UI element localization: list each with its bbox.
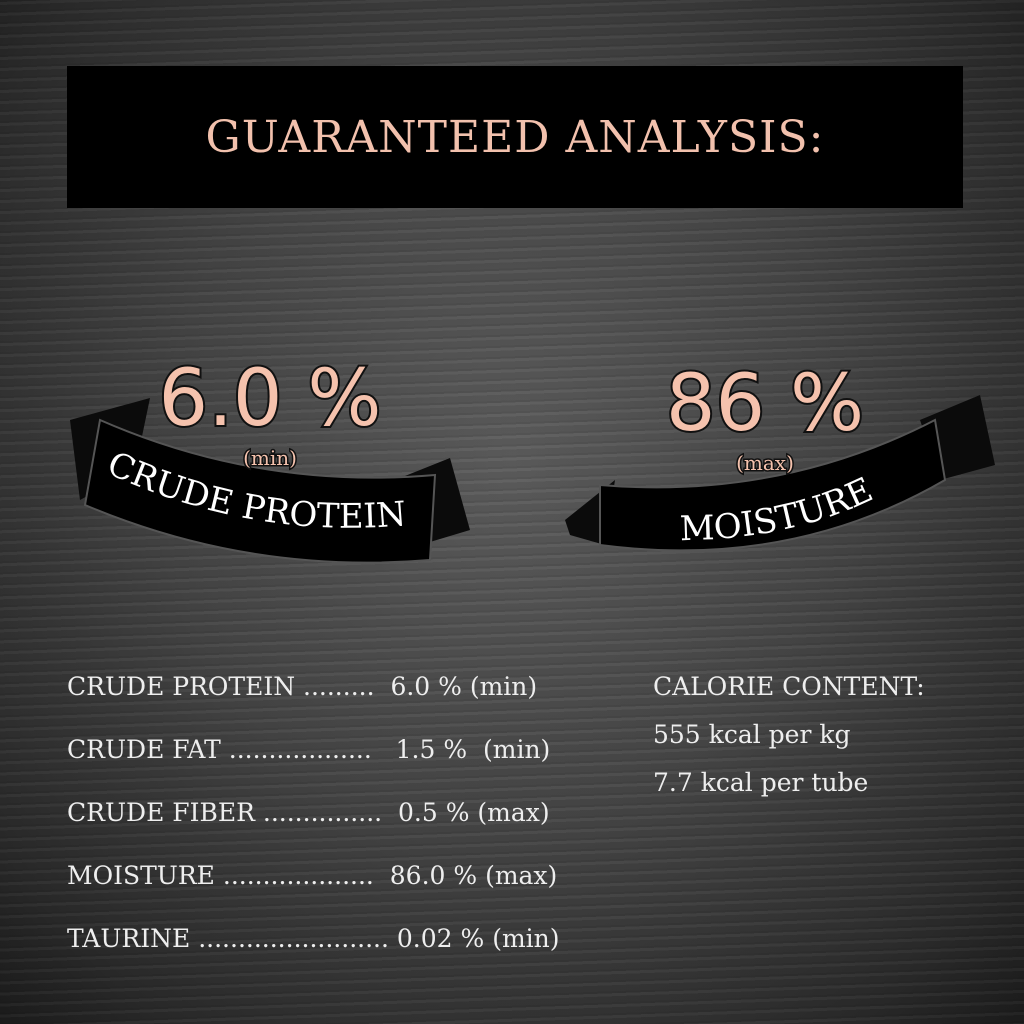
- ribbon-band: [599, 418, 947, 552]
- calorie-heading: CALORIE CONTENT:: [653, 672, 925, 701]
- nutrient-name: TAURINE: [67, 924, 191, 953]
- leader-dots: ..................: [220, 735, 372, 764]
- nutrient-value: 6.0 % (min): [374, 672, 538, 701]
- analysis-list: CRUDE PROTEIN ......... 6.0 % (min) CRUD…: [67, 672, 560, 987]
- nutrient-name: MOISTURE: [67, 861, 215, 890]
- badge-value: 6.0 %: [159, 354, 382, 444]
- leader-dots: ...............: [254, 798, 383, 827]
- nutrient-name: CRUDE PROTEIN: [67, 672, 296, 701]
- badge-qualifier: (min): [243, 446, 297, 470]
- badge-value: 86 %: [666, 359, 864, 449]
- badge-moisture: MOISTURE 86 % (max): [565, 357, 995, 552]
- ribbon-band: [83, 418, 437, 564]
- calorie-per-tube: 7.7 kcal per tube: [653, 768, 869, 797]
- nutrient-value: 1.5 % (min): [371, 735, 551, 764]
- nutrient-value: 0.5 % (max): [382, 798, 550, 827]
- badge-crude-protein: CRUDE PROTEIN 6.0 % (min): [70, 352, 470, 564]
- title-banner: GUARANTEED ANALYSIS:: [67, 66, 963, 208]
- nutrient-name: CRUDE FAT: [67, 735, 221, 764]
- nutrient-name: CRUDE FIBER: [67, 798, 255, 827]
- leader-dots: .........: [295, 672, 375, 701]
- page-title: GUARANTEED ANALYSIS:: [205, 111, 825, 163]
- badge-qualifier: (max): [736, 451, 794, 475]
- nutrient-value: 0.02 % (min): [388, 924, 560, 953]
- nutrient-value: 86.0 % (max): [373, 861, 558, 890]
- analysis-row: CRUDE FIBER ............... 0.5 % (max): [67, 798, 560, 861]
- calorie-content: CALORIE CONTENT: 555 kcal per kg 7.7 kca…: [653, 672, 925, 816]
- analysis-row: MOISTURE ................... 86.0 % (max…: [67, 861, 560, 924]
- analysis-row: CRUDE PROTEIN ......... 6.0 % (min): [67, 672, 560, 735]
- calorie-per-kg: 555 kcal per kg: [653, 720, 851, 749]
- leader-dots: ........................: [190, 924, 389, 953]
- analysis-row: CRUDE FAT .................. 1.5 % (min): [67, 735, 560, 798]
- leader-dots: ...................: [214, 861, 374, 890]
- analysis-row: TAURINE ........................ 0.02 % …: [67, 924, 560, 987]
